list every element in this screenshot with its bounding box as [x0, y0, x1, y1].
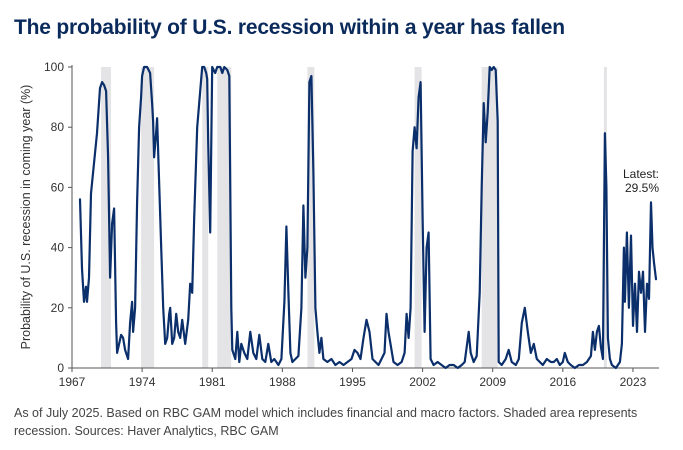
y-tick-label-40: 40: [51, 241, 65, 255]
latest-annotation-value: 29.5%: [625, 181, 659, 195]
recession-band-6: [414, 67, 422, 368]
series-line-recession-probability: [78, 65, 658, 370]
recession-probability-chart: 0 20 40 60 80 100 1967 1974 1981 1988 1995 2002 200…: [19, 60, 659, 389]
x-tick-label-2009: 2009: [479, 375, 506, 389]
x-tick-label-1981: 1981: [199, 375, 226, 389]
recession-band-4: [217, 67, 232, 368]
x-tick-label-1967: 1967: [59, 375, 86, 389]
chart-title: The probability of U.S. recession within…: [14, 16, 565, 39]
y-axis-label: Probability of U.S. recession in coming …: [19, 85, 33, 350]
x-tick-label-1988: 1988: [269, 375, 296, 389]
y-tick-label-80: 80: [51, 120, 65, 134]
recession-shading: [101, 67, 607, 368]
recession-band-5: [307, 67, 315, 368]
x-tick-label-2023: 2023: [620, 375, 647, 389]
y-tick-label-20: 20: [51, 301, 65, 315]
y-tick-label-60: 60: [51, 180, 65, 194]
y-tick-label-0: 0: [57, 361, 64, 375]
x-axis-ticks: 1967 1974 1981 1988 1995 2002 2009 2016 2023: [59, 368, 647, 389]
latest-annotation-label: Latest:: [623, 167, 659, 181]
y-axis-ticks: 0 20 40 60 80 100: [44, 60, 72, 375]
recession-band-1: [101, 67, 112, 368]
recession-band-2: [141, 67, 155, 368]
y-tick-label-100: 100: [44, 60, 64, 74]
recession-band-8: [603, 67, 607, 368]
x-tick-label-1995: 1995: [339, 375, 366, 389]
x-tick-label-2016: 2016: [549, 375, 576, 389]
chart-axes: [71, 65, 659, 369]
x-tick-label-1974: 1974: [129, 375, 156, 389]
x-tick-label-2002: 2002: [409, 375, 436, 389]
chart-footnote: As of July 2025. Based on RBC GAM model …: [14, 406, 638, 438]
recession-band-3: [202, 67, 209, 368]
